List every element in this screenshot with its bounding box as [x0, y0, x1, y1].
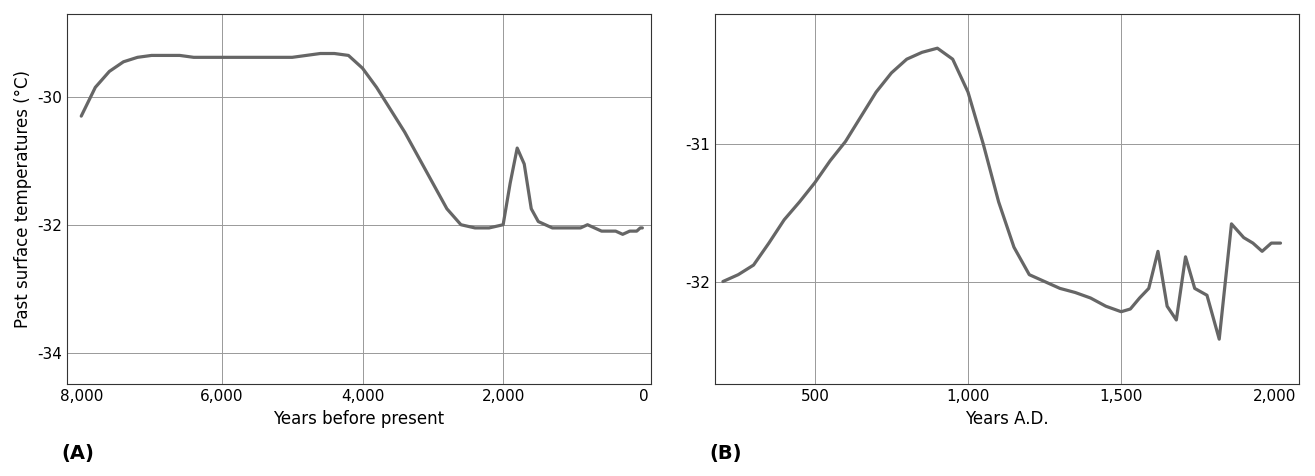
- Y-axis label: Past surface temperatures (°C): Past surface temperatures (°C): [14, 70, 32, 328]
- Text: (B): (B): [709, 444, 742, 463]
- Text: (A): (A): [62, 444, 95, 463]
- X-axis label: Years A.D.: Years A.D.: [965, 410, 1049, 428]
- X-axis label: Years before present: Years before present: [274, 410, 444, 428]
